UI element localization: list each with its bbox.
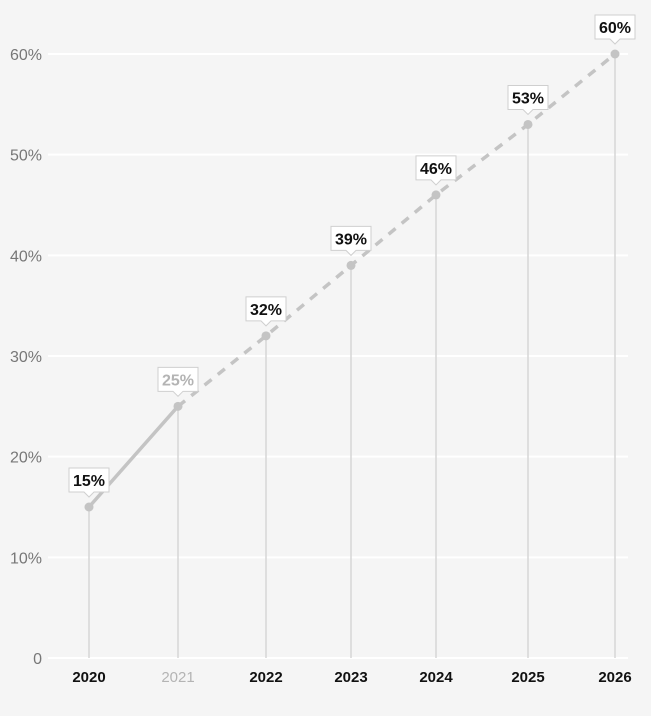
data-points: [84, 49, 620, 512]
y-tick-label: 40%: [10, 248, 42, 265]
data-label: 60%: [594, 14, 636, 45]
data-label-text: 15%: [73, 473, 105, 490]
data-point: [261, 331, 271, 341]
data-point: [84, 502, 94, 512]
x-axis-ticks: 2020 2021 2022 2023 2024 2025 2026: [72, 669, 631, 686]
data-point: [431, 190, 441, 200]
y-tick-label: 10%: [10, 550, 42, 567]
y-axis-ticks: 0 10% 20% 30% 40% 50% 60%: [10, 47, 42, 668]
drop-lines: [88, 54, 616, 658]
data-point: [523, 119, 533, 129]
data-label-text: 46%: [420, 161, 452, 178]
series-line-dashed: [176, 52, 617, 408]
data-label-text: 53%: [512, 90, 544, 107]
data-label-box: [507, 84, 549, 116]
data-label: 46%: [415, 155, 457, 186]
series-line: [87, 52, 617, 509]
data-label: 39%: [330, 225, 372, 257]
data-label: 15%: [68, 467, 110, 498]
x-tick-label: 2022: [249, 669, 282, 686]
x-tick-label: 2021: [161, 669, 194, 686]
data-label: 25%: [157, 366, 199, 398]
y-tick-label: 20%: [10, 450, 42, 467]
y-tick-label: 60%: [10, 47, 42, 64]
data-label-box: [594, 14, 636, 45]
x-tick-label: 2025: [511, 669, 544, 686]
data-point: [346, 260, 356, 270]
x-tick-label: 2023: [334, 669, 367, 686]
data-label-text: 32%: [250, 302, 282, 319]
y-tick-label: 0: [33, 651, 42, 668]
data-label: 53%: [507, 84, 549, 116]
y-tick-label: 50%: [10, 148, 42, 165]
data-label-text: 60%: [599, 20, 631, 37]
x-tick-label: 2026: [598, 669, 631, 686]
data-label-box: [68, 467, 110, 498]
data-label-box: [415, 155, 457, 186]
grid: [48, 53, 628, 659]
x-tick-label: 2020: [72, 669, 105, 686]
y-tick-label: 30%: [10, 349, 42, 366]
data-label-box: [330, 225, 372, 257]
data-label-box: [157, 366, 199, 398]
x-tick-label: 2024: [419, 669, 453, 686]
data-point: [173, 401, 183, 411]
data-label-text: 39%: [335, 231, 367, 248]
data-label: 32%: [245, 296, 287, 327]
data-label-text: 25%: [162, 372, 194, 389]
data-point: [610, 49, 620, 59]
data-label-box: [245, 296, 287, 327]
data-labels: 15% 25% 32% 39% 46% 53% 60%: [68, 14, 636, 498]
